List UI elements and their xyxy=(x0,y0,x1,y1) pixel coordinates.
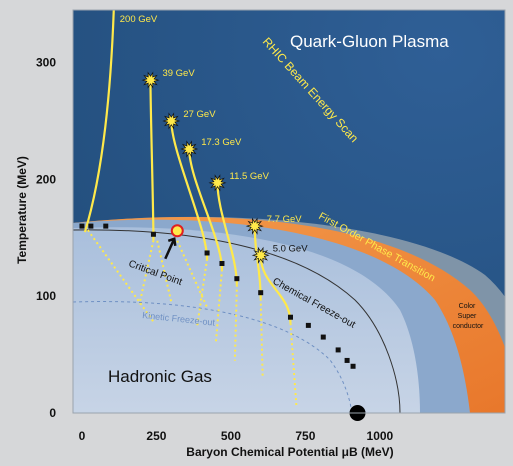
y-tick-label: 0 xyxy=(49,406,56,420)
freezeout-trajectory xyxy=(214,269,223,342)
freezeout-point xyxy=(350,363,356,369)
csc-line-2: Super xyxy=(458,313,477,320)
freezeout-trajectory xyxy=(138,240,155,305)
freezeout-trajectory xyxy=(196,258,209,328)
chemical-freezeout-curve xyxy=(73,229,401,413)
plot-frame xyxy=(72,9,506,414)
collision-starburst xyxy=(208,174,227,192)
freezeout-point xyxy=(287,314,293,320)
freezeout-arrow xyxy=(176,240,209,309)
freezeout-point xyxy=(103,223,109,229)
collision-starburst xyxy=(162,112,181,130)
beam-energy-label: 11.5 GeV xyxy=(229,171,269,182)
beam-trajectory xyxy=(216,182,238,285)
collision-starburst xyxy=(251,246,270,264)
critical-point-marker xyxy=(170,224,184,238)
beam-energy-label: 27 GeV xyxy=(183,109,216,120)
beam-energy-label: 7.7 GeV xyxy=(267,214,303,225)
csc-line-1: Color xyxy=(459,303,476,310)
beam-trajectory xyxy=(149,80,155,241)
hadronic-label: Hadronic Gas xyxy=(108,367,212,386)
y-tick-label: 200 xyxy=(36,172,56,186)
collision-starburst xyxy=(141,71,160,89)
qgp-label: Quark-Gluon Plasma xyxy=(290,32,449,51)
data-layer: 200 GeV 39 GeV 27 GeV 17.3 GeV 11.5 GeV 7.7 G… xyxy=(79,9,366,421)
y-tick-label: 300 xyxy=(36,56,56,70)
x-tick-label: 250 xyxy=(146,429,166,443)
beam-energy-label: 39 GeV xyxy=(162,68,195,79)
x-tick-label: 1000 xyxy=(367,429,394,443)
collision-starburst xyxy=(180,140,199,158)
collision-starburst xyxy=(245,217,264,235)
color-superconductor-label: Color Super conductor xyxy=(453,303,484,330)
y-axis-title: Temperature (MeV) xyxy=(15,156,29,264)
beam-energy-label: 200 GeV xyxy=(120,14,158,25)
freezeout-point xyxy=(79,223,85,229)
x-tick-label: 750 xyxy=(295,429,315,443)
freezeout-point xyxy=(344,357,350,363)
freezeout-point xyxy=(305,322,311,328)
x-tick-label: 500 xyxy=(221,429,241,443)
beam-energy-label: 5.0 GeV xyxy=(273,243,309,254)
axis-ticks: 0 250 500 750 1000 0 100 200 300 xyxy=(36,56,394,443)
freezeout-point xyxy=(88,223,94,229)
freezeout-point xyxy=(204,250,210,256)
freezeout-point xyxy=(150,231,156,237)
x-axis-title: Baryon Chemical Potential μB (MeV) xyxy=(186,445,393,459)
beam-energy-label: 17.3 GeV xyxy=(201,137,242,148)
beam-trajectory xyxy=(188,149,224,270)
freezeout-point xyxy=(258,290,264,296)
beam-trajectory xyxy=(170,120,209,259)
hadronic-region xyxy=(73,227,420,413)
freezeout-trajectory xyxy=(289,323,298,408)
csc-line-3: conductor xyxy=(453,323,484,330)
freezeout-point xyxy=(219,260,225,266)
freezeout-trajectory xyxy=(259,298,264,379)
trajectory-200gev xyxy=(83,9,115,233)
freezeout-arrow xyxy=(87,229,155,323)
freezeout-point xyxy=(320,334,326,340)
x-tick-label: 0 xyxy=(79,429,86,443)
freezeout-arrow xyxy=(156,240,173,303)
y-tick-label: 100 xyxy=(36,289,56,303)
freezeout-point xyxy=(335,347,341,353)
freezeout-point xyxy=(234,276,240,282)
critical-point-arrow xyxy=(164,237,177,260)
kinetic-freezeout-curve xyxy=(73,301,353,413)
